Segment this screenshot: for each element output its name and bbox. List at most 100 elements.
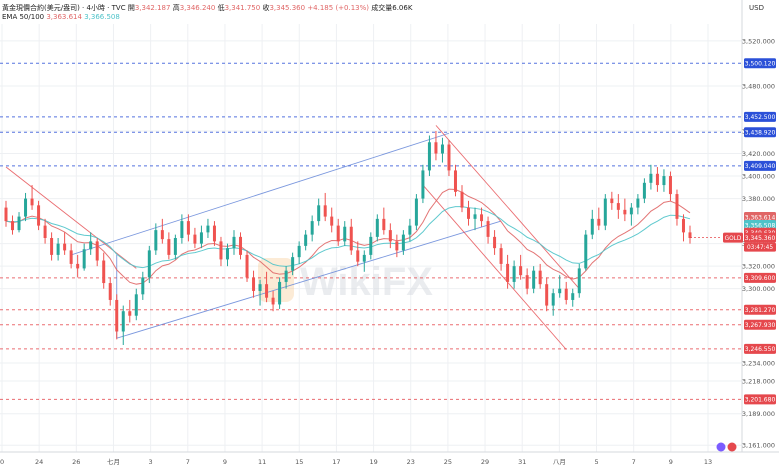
symbol-header: 黃金現價合約(美元/盎司) · 4小時 · TVC 開3,342.187 高3,… (2, 3, 412, 13)
time-tick-label: 11 (258, 458, 266, 466)
candle-body (95, 241, 99, 261)
time-tick-label: 26 (72, 458, 80, 466)
candle-body (134, 294, 138, 316)
candle-body (401, 234, 405, 251)
price-tick-label: 3,420.000 (742, 150, 775, 158)
candle-body (558, 288, 562, 294)
price-tick-label: 3,380.000 (742, 195, 775, 203)
ascending-channel-upper (71, 132, 450, 256)
candle-body (421, 170, 425, 199)
candle-body (291, 257, 295, 271)
candle-body (284, 270, 288, 282)
time-tick-label: 7 (186, 458, 190, 466)
candle-body (356, 250, 360, 262)
price-tick-label: 3,400.000 (742, 173, 775, 181)
level-tag (744, 160, 776, 171)
candle-body (369, 236, 373, 255)
level-tag-label: 3,452.500 (745, 114, 776, 121)
candle-body (375, 218, 379, 237)
ascending-channel-lower (116, 220, 502, 339)
candle-body (63, 243, 67, 251)
candle-body (681, 218, 685, 233)
candle-body (108, 283, 112, 300)
candle-body (206, 225, 210, 233)
candle-body (414, 198, 418, 226)
candle-body (30, 198, 34, 206)
time-axis[interactable]: 0 24 26 七月 3 7 9 11 15 17 19 23 25 29 31 八月 5 7 9 13 (0, 457, 712, 466)
price-tags: 3,500.120 3,452.500 3,438.920 3,409.040 3,30… (690, 58, 776, 405)
watermark-text: WikiFX (300, 260, 433, 304)
currency-label: USD (749, 4, 764, 12)
candle-body (597, 218, 601, 226)
price-tag (744, 232, 776, 243)
candle-body (610, 198, 614, 204)
candle-body (655, 173, 659, 186)
candle-body (24, 198, 28, 217)
time-tick-label: 23 (407, 458, 415, 466)
candle-body (115, 299, 119, 332)
candle-body (141, 277, 145, 295)
level-tag-label: 3,309.600 (745, 275, 776, 282)
candle-body (623, 209, 627, 215)
grid-layer (0, 0, 779, 453)
candle-body (154, 230, 158, 251)
price-tick-label: 3,234.000 (742, 360, 775, 368)
time-tick-label: 七月 (107, 457, 120, 466)
candle-body (76, 263, 80, 269)
ema-header: EMA 50/100 3,363.614 3,366.508 (2, 13, 120, 21)
low-value: 3,341.750 (224, 4, 261, 12)
candle-body (173, 238, 177, 255)
price-tick-label: 3,189.000 (742, 410, 775, 418)
candle-body (408, 225, 412, 235)
time-tick-label: 24 (35, 458, 43, 466)
price-tag-label: 3,363.614 (745, 214, 776, 221)
candle-body (265, 284, 269, 298)
candle-body (564, 288, 568, 300)
time-tick-label: 15 (295, 458, 303, 466)
candle-body (584, 234, 588, 269)
ema50-value: 3,363.614 (46, 13, 82, 21)
countdown-tag (744, 242, 776, 252)
price-tag (744, 212, 776, 223)
candle-body (232, 236, 236, 249)
candle-body (310, 221, 314, 235)
candle-body (258, 284, 262, 291)
level-tag (744, 272, 776, 283)
candle-body (434, 142, 438, 154)
watermark: WikiFX (258, 258, 433, 304)
level-tag (744, 111, 776, 122)
level-tag-label: 3,201.680 (745, 397, 776, 404)
candle-body (167, 239, 171, 255)
candle-body (50, 238, 54, 255)
candle-body (668, 176, 672, 195)
level-tag-label: 3,246.550 (745, 346, 776, 353)
candle-body (186, 221, 190, 235)
candle-body (225, 248, 229, 260)
candles (4, 131, 692, 345)
ema-label: EMA 50/100 (2, 13, 45, 21)
ema100-line (5, 206, 691, 269)
price-tag-label: 3,356.508 (745, 222, 776, 229)
candle-body (616, 203, 620, 210)
candle-body (212, 225, 216, 242)
candle-body (662, 176, 666, 186)
misc-icons (716, 442, 737, 452)
candle-body (460, 191, 464, 208)
price-tag (744, 220, 776, 231)
level-tag-label: 3,409.040 (745, 163, 776, 170)
level-tag (744, 394, 776, 405)
candle-body (17, 216, 21, 231)
channel-annotations (5, 125, 580, 350)
candle-body (486, 221, 490, 237)
price-tick-label: 3,320.000 (742, 263, 775, 271)
candle-body (11, 221, 15, 231)
descending-channel-lower (422, 184, 567, 350)
candle-body (219, 241, 223, 260)
time-tick-label: 5 (594, 458, 598, 466)
level-tag-label: 3,281.270 (745, 307, 776, 314)
candle-body (297, 245, 301, 258)
candle-body (382, 218, 386, 231)
price-tick-label: 3,218.000 (742, 378, 775, 386)
candle-body (388, 230, 392, 242)
